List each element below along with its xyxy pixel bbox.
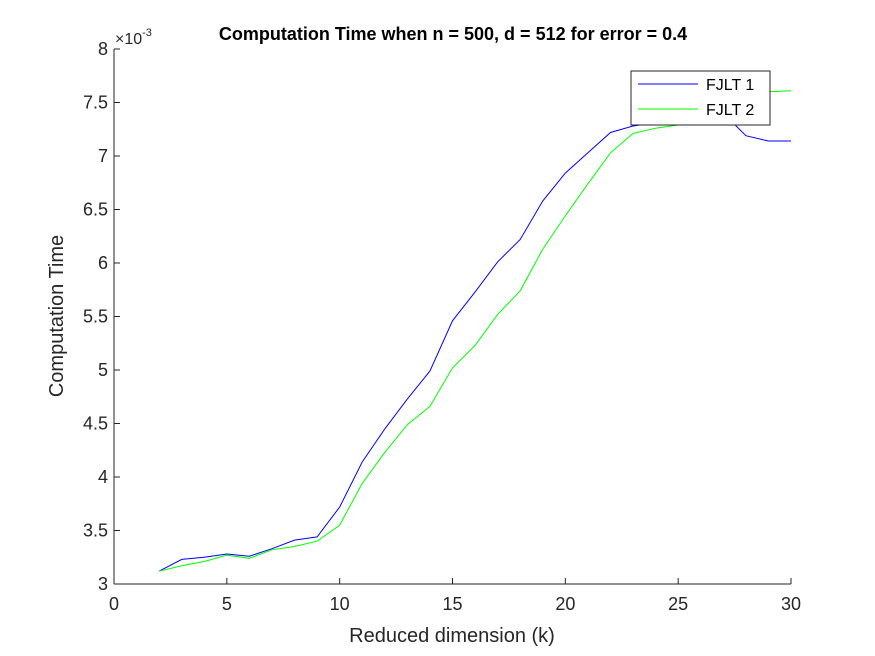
x-tick-label: 20	[555, 594, 575, 614]
y-tick-label: 5.5	[83, 307, 108, 327]
y-tick-label: 8	[98, 39, 108, 59]
y-tick-label: 4.5	[83, 414, 108, 434]
y-tick-label: 6	[98, 253, 108, 273]
y-tick-label: 3.5	[83, 521, 108, 541]
legend-label-fjlt-2: FJLT 2	[706, 102, 754, 119]
y-tick-label: 6.5	[83, 200, 108, 220]
y-tick-label: 4	[98, 467, 108, 487]
x-ticks: 0 5 10 15 20 25 30	[109, 578, 801, 614]
y-exponent-label: ×10-3	[115, 27, 152, 48]
y-axis-label: Computation Time	[46, 235, 68, 397]
chart-title: Computation Time when n = 500, d = 512 f…	[219, 24, 687, 44]
legend-label-fjlt-1: FJLT 1	[706, 77, 754, 94]
x-tick-label: 30	[781, 594, 801, 614]
x-axis-label: Reduced dimension (k)	[349, 625, 555, 647]
x-tick-label: 15	[442, 594, 462, 614]
y-tick-label: 3	[98, 574, 108, 594]
y-tick-label: 7	[98, 146, 108, 166]
y-tick-label: 7.5	[83, 93, 108, 113]
legend-box	[630, 70, 771, 126]
x-tick-label: 0	[109, 594, 119, 614]
y-tick-label: 5	[98, 360, 108, 380]
x-tick-label: 5	[222, 594, 232, 614]
legend: FJLT 1 FJLT 2	[630, 70, 771, 126]
y-ticks: 3 3.5 4 4.5 5 5.5 6 6.5 7 7.5 8	[83, 39, 120, 594]
x-tick-label: 10	[330, 594, 350, 614]
plot-area	[114, 49, 791, 584]
x-tick-label: 25	[668, 594, 688, 614]
